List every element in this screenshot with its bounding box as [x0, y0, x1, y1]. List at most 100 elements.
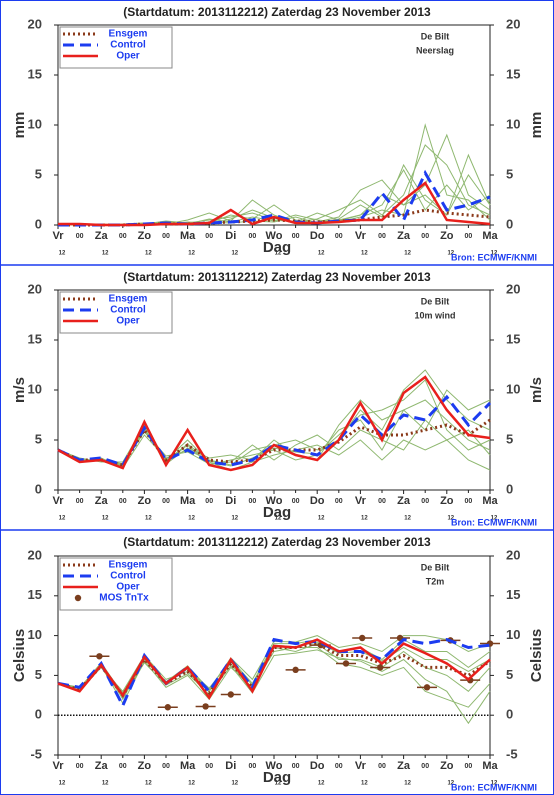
y-tick-label: 0 — [35, 707, 42, 722]
legend-label: Control — [110, 40, 146, 51]
y2-tick-label: 10 — [506, 381, 520, 396]
x-hour-label: 12 — [275, 516, 282, 522]
x-tick-label: Vr — [52, 230, 64, 242]
x-tick-label: Vr — [52, 760, 64, 772]
x-minor-tick-label: 00 — [335, 498, 343, 505]
x-tick-label: Wo — [266, 760, 283, 772]
x-minor-tick-label: 00 — [119, 233, 127, 240]
x-hour-label: 12 — [404, 781, 411, 787]
x-minor-tick-label: 00 — [119, 763, 127, 770]
x-minor-tick-label: 00 — [292, 233, 300, 240]
y-tick-label: 20 — [28, 16, 42, 31]
parameter-label: T2m — [426, 576, 445, 586]
x-tick-label: Wo — [266, 495, 283, 507]
x-hour-label: 12 — [361, 516, 368, 522]
x-minor-tick-label: 00 — [292, 763, 300, 770]
x-tick-label: Ma — [482, 495, 498, 507]
legend-label: Oper — [116, 582, 139, 593]
series-line — [58, 208, 491, 227]
x-tick-label: Zo — [138, 495, 152, 507]
y-tick-label: 20 — [28, 281, 42, 296]
x-minor-tick-label: 00 — [76, 233, 84, 240]
y-tick-label: 5 — [35, 166, 42, 181]
y2-axis-label: m/s — [528, 377, 545, 403]
legend-label: Oper — [116, 51, 139, 62]
y-axis-label: mm — [11, 112, 28, 139]
x-minor-tick-label: 00 — [162, 498, 170, 505]
x-minor-tick-label: 00 — [465, 498, 473, 505]
x-hour-label: 12 — [361, 251, 368, 257]
y2-tick-label: 0 — [506, 216, 513, 231]
y-tick-label: 5 — [35, 667, 42, 682]
y2-tick-label: 20 — [506, 547, 520, 562]
y2-tick-label: 15 — [506, 331, 520, 346]
y-tick-label: 20 — [28, 547, 42, 562]
y-tick-label: 0 — [35, 216, 42, 231]
x-hour-label: 12 — [59, 516, 66, 522]
parameter-label: Neerslag — [416, 45, 454, 55]
x-minor-tick-label: 00 — [205, 763, 213, 770]
location-label: De Bilt — [421, 562, 450, 572]
y2-tick-label: 0 — [506, 481, 513, 496]
series-line — [57, 637, 491, 710]
x-tick-label: Vr — [355, 230, 367, 242]
x-tick-label: Zo — [440, 760, 454, 772]
x-minor-tick-label: 00 — [162, 763, 170, 770]
y-tick-label: 0 — [35, 481, 42, 496]
x-tick-label: Ma — [180, 760, 196, 772]
x-hour-label: 12 — [102, 781, 109, 787]
x-tick-label: Vr — [355, 760, 367, 772]
y2-tick-label: -5 — [506, 746, 518, 761]
x-hour-label: 12 — [102, 516, 109, 522]
legend-label: MOS TnTx — [99, 593, 149, 604]
x-minor-tick-label: 00 — [335, 763, 343, 770]
x-axis-label: Dag — [263, 504, 291, 521]
source-label: Bron: ECMWF/KNMI — [451, 782, 537, 792]
x-hour-label: 12 — [318, 516, 325, 522]
x-tick-label: Za — [95, 230, 109, 242]
location-label: De Bilt — [421, 296, 450, 306]
x-hour-label: 12 — [318, 781, 325, 787]
x-minor-tick-label: 00 — [205, 233, 213, 240]
y2-tick-label: 15 — [506, 587, 520, 602]
x-minor-tick-label: 00 — [249, 498, 257, 505]
x-tick-label: Zo — [138, 760, 152, 772]
legend-label: Ensgem — [109, 560, 148, 571]
x-minor-tick-label: 00 — [421, 233, 429, 240]
y2-tick-label: 10 — [506, 627, 520, 642]
series-line — [57, 375, 491, 472]
x-minor-tick-label: 00 — [249, 233, 257, 240]
y-tick-label: 15 — [28, 331, 42, 346]
x-hour-label: 12 — [188, 781, 195, 787]
x-minor-tick-label: 00 — [162, 233, 170, 240]
x-hour-label: 12 — [188, 251, 195, 257]
x-tick-label: Za — [397, 230, 411, 242]
series-line — [57, 394, 492, 467]
x-tick-label: Zo — [138, 230, 152, 242]
x-hour-label: 12 — [145, 251, 152, 257]
y2-tick-label: 20 — [506, 16, 520, 31]
x-tick-label: Wo — [266, 230, 283, 242]
mos-point — [164, 704, 171, 711]
mos-point — [377, 664, 384, 671]
x-minor-tick-label: 00 — [119, 498, 127, 505]
y2-tick-label: 10 — [506, 116, 520, 131]
y-tick-label: 15 — [28, 587, 42, 602]
x-minor-tick-label: 00 — [465, 763, 473, 770]
legend-label: Oper — [116, 316, 139, 327]
chart-title: (Startdatum: 2013112212) Zaterdag 23 Nov… — [123, 535, 431, 549]
x-hour-label: 12 — [145, 781, 152, 787]
chart-title: (Startdatum: 2013112212) Zaterdag 23 Nov… — [123, 5, 431, 19]
legend-label: Control — [110, 571, 146, 582]
legend-box — [59, 557, 173, 611]
x-hour-label: 12 — [102, 251, 109, 257]
x-tick-label: Za — [397, 495, 411, 507]
x-tick-label: Di — [225, 760, 236, 772]
x-hour-label: 12 — [491, 781, 498, 787]
x-tick-label: Do — [310, 760, 325, 772]
legend-label: Ensgem — [109, 294, 148, 305]
source-label: Bron: ECMWF/KNMI — [451, 252, 537, 262]
y2-axis-label: Celsius — [528, 629, 545, 682]
